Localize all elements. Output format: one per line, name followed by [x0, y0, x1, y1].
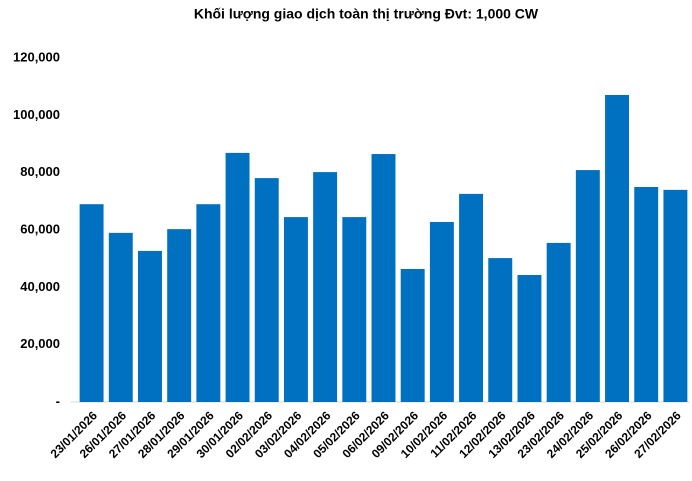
y-tick-label: 120,000 — [13, 49, 60, 64]
bar — [459, 193, 484, 402]
bar — [575, 170, 600, 402]
bar — [400, 268, 425, 402]
y-tick-label: - — [56, 393, 60, 408]
bar — [283, 217, 308, 402]
bar — [546, 242, 571, 402]
bar — [138, 250, 162, 402]
y-tick-label: 20,000 — [20, 336, 60, 351]
bar — [225, 152, 250, 402]
bar — [517, 275, 542, 402]
y-tick-label: 80,000 — [20, 164, 60, 179]
bar — [634, 187, 659, 402]
y-tick-label: 60,000 — [20, 221, 60, 236]
bar — [254, 178, 279, 402]
bar — [605, 94, 629, 402]
bar — [313, 172, 338, 402]
chart-title: Khối lượng giao dịch toàn thị trường Đvt… — [194, 6, 539, 22]
y-tick-label: 40,000 — [20, 279, 60, 294]
bar — [663, 189, 688, 402]
bar — [108, 232, 133, 402]
bar — [488, 258, 513, 402]
bar — [371, 154, 396, 402]
y-tick-label: 100,000 — [13, 107, 60, 122]
bar — [342, 217, 367, 402]
bar — [429, 221, 454, 402]
bar — [196, 204, 221, 402]
bar — [167, 229, 192, 402]
bar — [79, 204, 104, 402]
